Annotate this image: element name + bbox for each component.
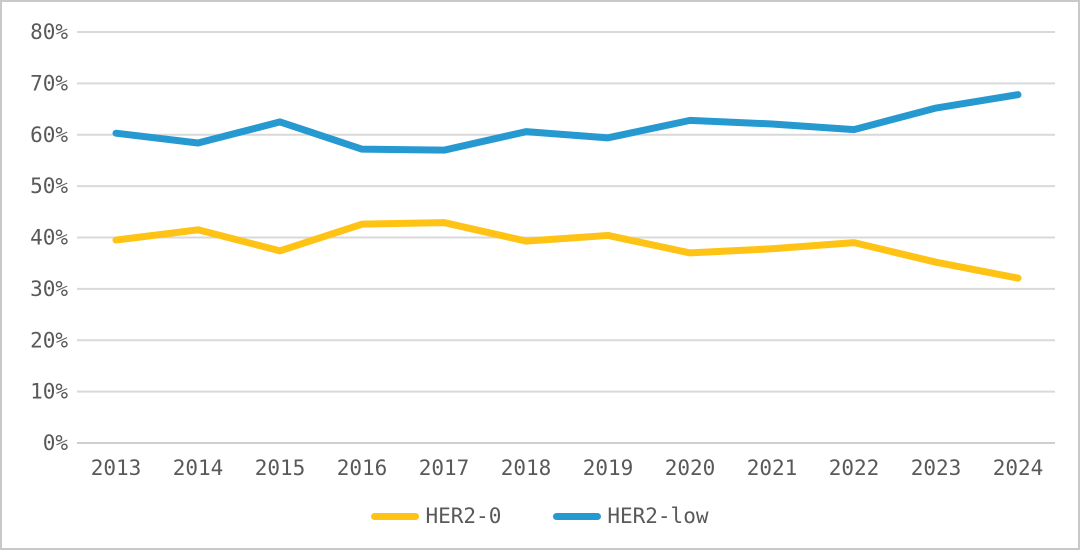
svg-text:2023: 2023: [911, 456, 962, 480]
svg-text:70%: 70%: [30, 71, 68, 95]
legend-label-her2-0: HER2-0: [425, 504, 502, 528]
x-axis-tick-labels: 2013 2014 2015 2016 2017 2018 2019 2020 2021 2022…: [91, 456, 1044, 480]
svg-text:2016: 2016: [337, 456, 388, 480]
her2-0-line: [112, 219, 1022, 282]
legend-label-her2-low: HER2-low: [607, 504, 709, 528]
svg-text:30%: 30%: [30, 277, 68, 301]
her2-low-line-swatch: [553, 513, 602, 520]
her2-0-line-swatch: [371, 513, 420, 520]
svg-text:60%: 60%: [30, 123, 68, 147]
data-series-lines: [112, 91, 1022, 282]
svg-text:2018: 2018: [501, 456, 552, 480]
svg-text:20%: 20%: [30, 328, 68, 352]
svg-text:50%: 50%: [30, 174, 68, 198]
legend-item-her2-low: HER2-low: [553, 504, 709, 528]
svg-text:2014: 2014: [173, 456, 224, 480]
svg-text:0%: 0%: [43, 431, 69, 455]
svg-text:2024: 2024: [993, 456, 1044, 480]
svg-text:2022: 2022: [829, 456, 880, 480]
her2-low-line: [112, 91, 1022, 154]
svg-text:80%: 80%: [30, 20, 68, 44]
svg-text:2017: 2017: [419, 456, 470, 480]
svg-text:40%: 40%: [30, 226, 68, 250]
svg-text:2020: 2020: [665, 456, 716, 480]
svg-text:2019: 2019: [583, 456, 634, 480]
legend-item-her2-0: HER2-0: [371, 506, 501, 527]
svg-text:2013: 2013: [91, 456, 142, 480]
svg-text:10%: 10%: [30, 380, 68, 404]
svg-text:2015: 2015: [255, 456, 306, 480]
svg-text:2021: 2021: [747, 456, 798, 480]
y-axis-tick-labels: 0% 10% 20% 30% 40% 50% 60% 70% 80%: [30, 20, 68, 455]
legend: HER2-0 HER2-low: [2, 506, 1078, 527]
